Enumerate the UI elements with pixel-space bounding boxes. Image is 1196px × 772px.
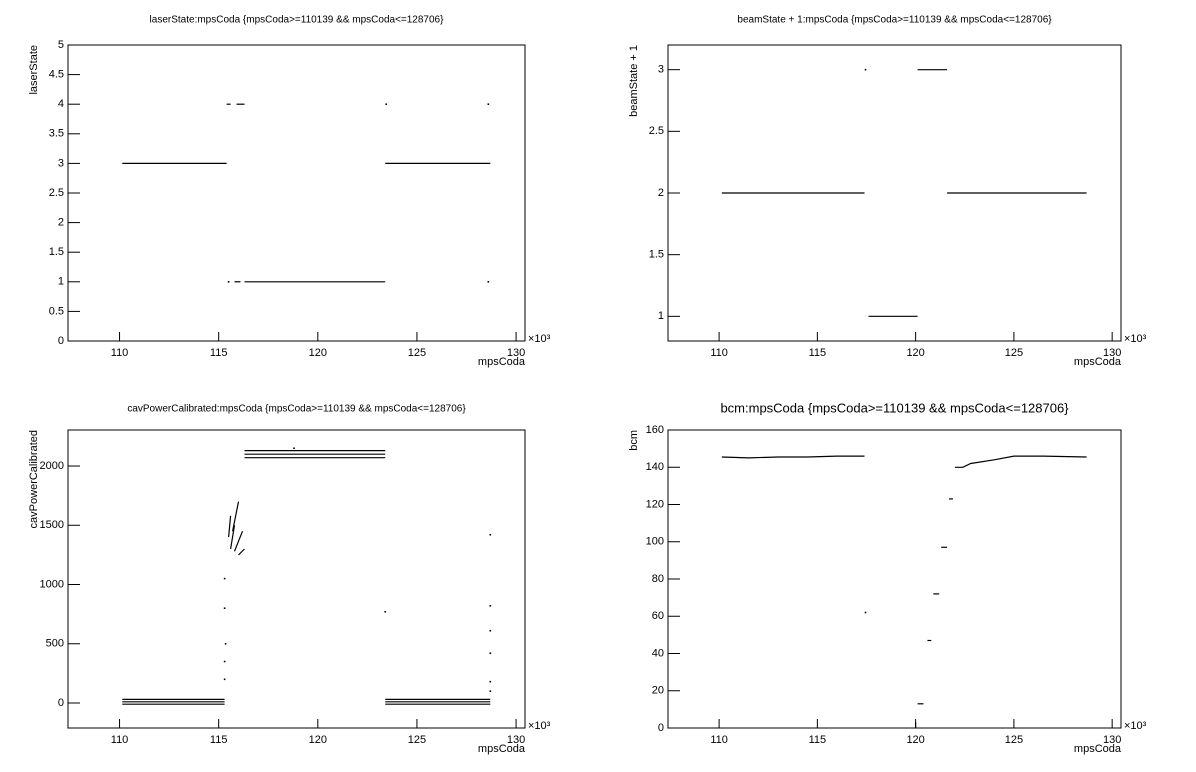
plot-frame	[667, 429, 1122, 729]
x-tick-label: 110	[111, 734, 129, 746]
point	[384, 610, 387, 613]
y-tick-label: 1.5	[49, 246, 64, 258]
point	[864, 68, 867, 71]
data-line	[232, 501, 240, 532]
y-tick-label: 160	[646, 424, 664, 436]
point	[385, 103, 388, 105]
point	[223, 678, 226, 681]
y-axis-title: beamState + 1	[628, 45, 640, 117]
data-line	[230, 525, 236, 550]
data-line	[721, 455, 865, 459]
x-multiplier: ×10³	[528, 333, 551, 345]
y-tick-label: 1.5	[649, 249, 664, 261]
x-multiplier: ×10³	[528, 720, 551, 732]
x-tick-label: 120	[309, 347, 327, 359]
y-tick-label: 120	[646, 498, 664, 510]
x-axis-title: mpsCoda	[478, 743, 526, 755]
point	[223, 577, 226, 580]
chart-title: bcm:mpsCoda {mpsCoda>=110139 && mpsCoda<…	[720, 400, 1069, 415]
point	[489, 680, 492, 683]
y-tick-label: 2	[658, 187, 664, 199]
point	[864, 611, 867, 614]
x-tick-label: 115	[210, 347, 228, 359]
y-tick-label: 3	[658, 64, 664, 76]
y-tick-label: 0	[658, 722, 664, 734]
x-tick-label: 115	[809, 347, 827, 359]
y-tick-label: 2	[58, 217, 64, 229]
plot-frame	[67, 44, 526, 342]
plot-frame	[67, 429, 526, 729]
x-tick-label: 125	[408, 347, 426, 359]
y-tick-label: 0	[58, 335, 64, 347]
point	[487, 103, 490, 105]
y-tick-label: 0	[58, 697, 64, 709]
y-tick-label: 100	[646, 536, 664, 548]
x-axis-title: mpsCoda	[1074, 356, 1122, 368]
chart-title: cavPowerCalibrated:mpsCoda {mpsCoda>=110…	[127, 404, 466, 415]
y-tick-label: 5	[58, 39, 64, 51]
point	[293, 447, 295, 450]
point	[489, 605, 492, 607]
y-tick-label: 80	[652, 573, 664, 585]
x-tick-label: 125	[408, 734, 426, 746]
y-axis-title: bcm	[628, 430, 640, 451]
x-tick-label: 125	[1005, 734, 1023, 746]
chart-title: beamState + 1:mpsCoda {mpsCoda>=110139 &…	[737, 15, 1052, 26]
y-tick-label: 2000	[40, 460, 64, 472]
x-axis-title: mpsCoda	[478, 356, 526, 368]
x-multiplier: ×10³	[1124, 720, 1147, 732]
point	[489, 629, 492, 632]
x-tick-label: 130	[507, 347, 525, 359]
x-tick-label: 130	[507, 734, 525, 746]
x-axis-title: mpsCoda	[1074, 743, 1122, 755]
x-tick-label: 130	[1103, 734, 1121, 746]
point	[489, 652, 492, 655]
y-tick-label: 500	[46, 638, 64, 650]
point	[489, 533, 492, 536]
y-tick-label: 2.5	[649, 125, 664, 137]
x-tick-label: 120	[906, 734, 924, 746]
y-axis-title: cavPowerCalibrated	[28, 430, 40, 528]
y-tick-label: 60	[652, 610, 664, 622]
y-tick-label: 3	[58, 157, 64, 169]
chart-title: laserState:mpsCoda {mpsCoda>=110139 && m…	[150, 15, 445, 26]
y-tick-label: 0.5	[49, 305, 64, 317]
x-tick-label: 130	[1103, 347, 1121, 359]
x-tick-label: 120	[309, 734, 327, 746]
x-tick-label: 110	[710, 734, 728, 746]
x-multiplier: ×10³	[1124, 333, 1147, 345]
x-tick-label: 125	[1005, 347, 1023, 359]
y-tick-label: 20	[652, 685, 664, 697]
x-tick-label: 115	[809, 734, 827, 746]
y-tick-label: 1	[658, 310, 664, 322]
y-tick-label: 2.5	[49, 187, 64, 199]
data-line	[233, 530, 244, 552]
point	[224, 642, 227, 645]
x-tick-label: 110	[111, 347, 129, 359]
point	[487, 281, 490, 283]
x-tick-label: 110	[710, 347, 728, 359]
data-line	[228, 515, 232, 538]
y-tick-label: 1500	[40, 519, 64, 531]
y-tick-label: 1	[58, 276, 64, 288]
x-tick-label: 115	[210, 734, 228, 746]
y-axis-title: laserState	[28, 45, 40, 95]
x-tick-label: 120	[906, 347, 924, 359]
y-tick-label: 3.5	[49, 128, 64, 140]
data-line	[238, 548, 245, 556]
y-tick-label: 4.5	[49, 69, 64, 81]
data-line	[954, 455, 1087, 468]
point	[489, 690, 492, 692]
point	[223, 607, 226, 610]
y-tick-label: 1000	[40, 578, 64, 590]
point	[227, 281, 230, 283]
point	[223, 660, 226, 663]
y-tick-label: 40	[652, 647, 664, 659]
y-tick-label: 4	[58, 98, 64, 110]
y-tick-label: 140	[646, 461, 664, 473]
